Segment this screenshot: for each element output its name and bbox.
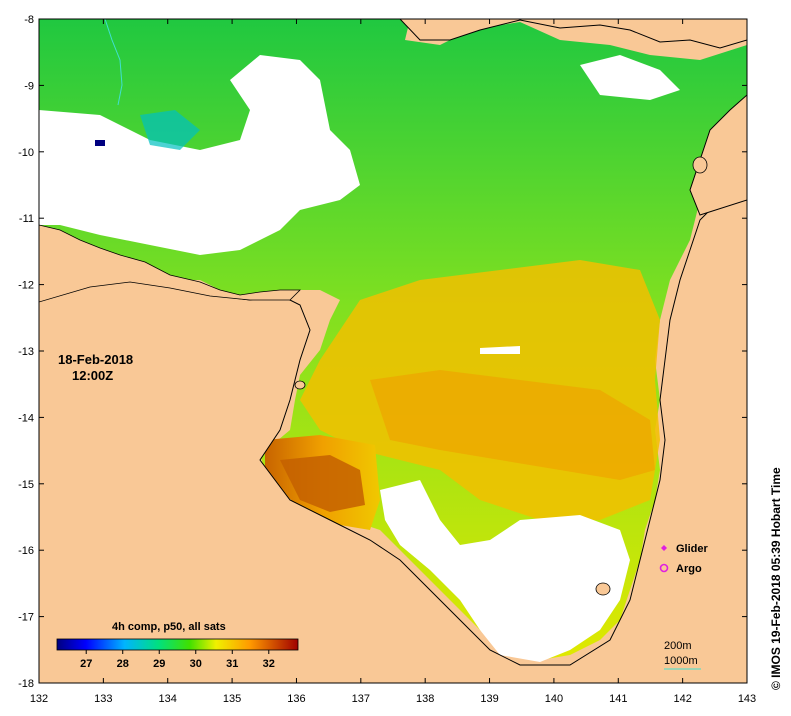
colorbar-ticks: 27 28 29 30 31 32 [80,650,275,670]
no-data-south [380,480,630,662]
no-data-west [39,55,360,255]
x-tick-label: 141 [609,693,627,705]
glider-marker-icon [661,545,667,551]
date-label: 18-Feb-2018 [58,352,133,367]
sst-cool-patch [140,110,200,150]
island [294,380,306,390]
legend-glider-label: Glider [676,543,709,555]
y-tick-label: -16 [18,545,34,557]
colorbar-tick-label: 31 [226,658,238,670]
no-data-northeast [580,55,680,100]
contour-1000m [104,19,123,106]
y-tick-label: -14 [18,412,34,424]
sst-orange-band [370,370,655,480]
y-tick-label: -9 [24,80,34,92]
y-tick-label: -18 [18,678,34,690]
colorbar-tick-label: 27 [80,658,92,670]
colorbar-tick-label: 32 [263,658,275,670]
colorbar-tick-label: 28 [117,658,129,670]
x-tick-label: 132 [30,693,48,705]
x-tick-label: 133 [94,693,112,705]
legend: Glider Argo [659,543,709,575]
x-tick-label: 134 [159,693,177,705]
y-axis: -8 -9 -10 -11 -12 -13 -14 -15 -16 -17 -18 [18,14,747,690]
legend-argo-label: Argo [676,563,702,575]
x-tick-label: 140 [545,693,563,705]
time-label: 12:00Z [72,368,113,383]
colorbar-title: 4h comp, p50, all sats [112,621,226,633]
x-tick-label: 142 [673,693,691,705]
x-tick-label: 136 [287,693,305,705]
x-tick-label: 138 [416,693,434,705]
y-tick-label: -17 [18,612,34,624]
y-tick-label: -13 [18,346,34,358]
y-tick-label: -8 [24,14,34,26]
x-tick-label: 137 [352,693,370,705]
depth-key: 200m 1000m [664,640,701,670]
island [595,582,611,596]
y-tick-label: -15 [18,479,34,491]
y-tick-label: -10 [18,147,34,159]
x-tick-label: 143 [738,693,756,705]
x-axis: 132 133 134 135 136 137 138 139 140 141 142 143 [30,19,756,705]
y-tick-label: -12 [18,280,34,292]
depth-200m-label: 200m [664,640,692,652]
sst-cold-spot [95,140,105,146]
x-tick-label: 139 [480,693,498,705]
land-cape-york-top [399,19,747,49]
island [692,156,708,174]
depth-1000m-label: 1000m [664,655,698,667]
argo-marker-icon [659,563,669,573]
no-data-small [480,346,520,354]
sst-hot-core [280,455,365,512]
land-west-top [39,224,301,303]
land-cape-york-east [689,94,747,216]
colorbar-tick-label: 29 [153,658,165,670]
y-tick-label: -11 [19,213,34,225]
colorbar [56,638,299,651]
credit-label: © IMOS 19-Feb-2018 05:39 Hobart Time [769,467,783,690]
x-tick-label: 135 [223,693,241,705]
colorbar-tick-label: 30 [190,658,202,670]
